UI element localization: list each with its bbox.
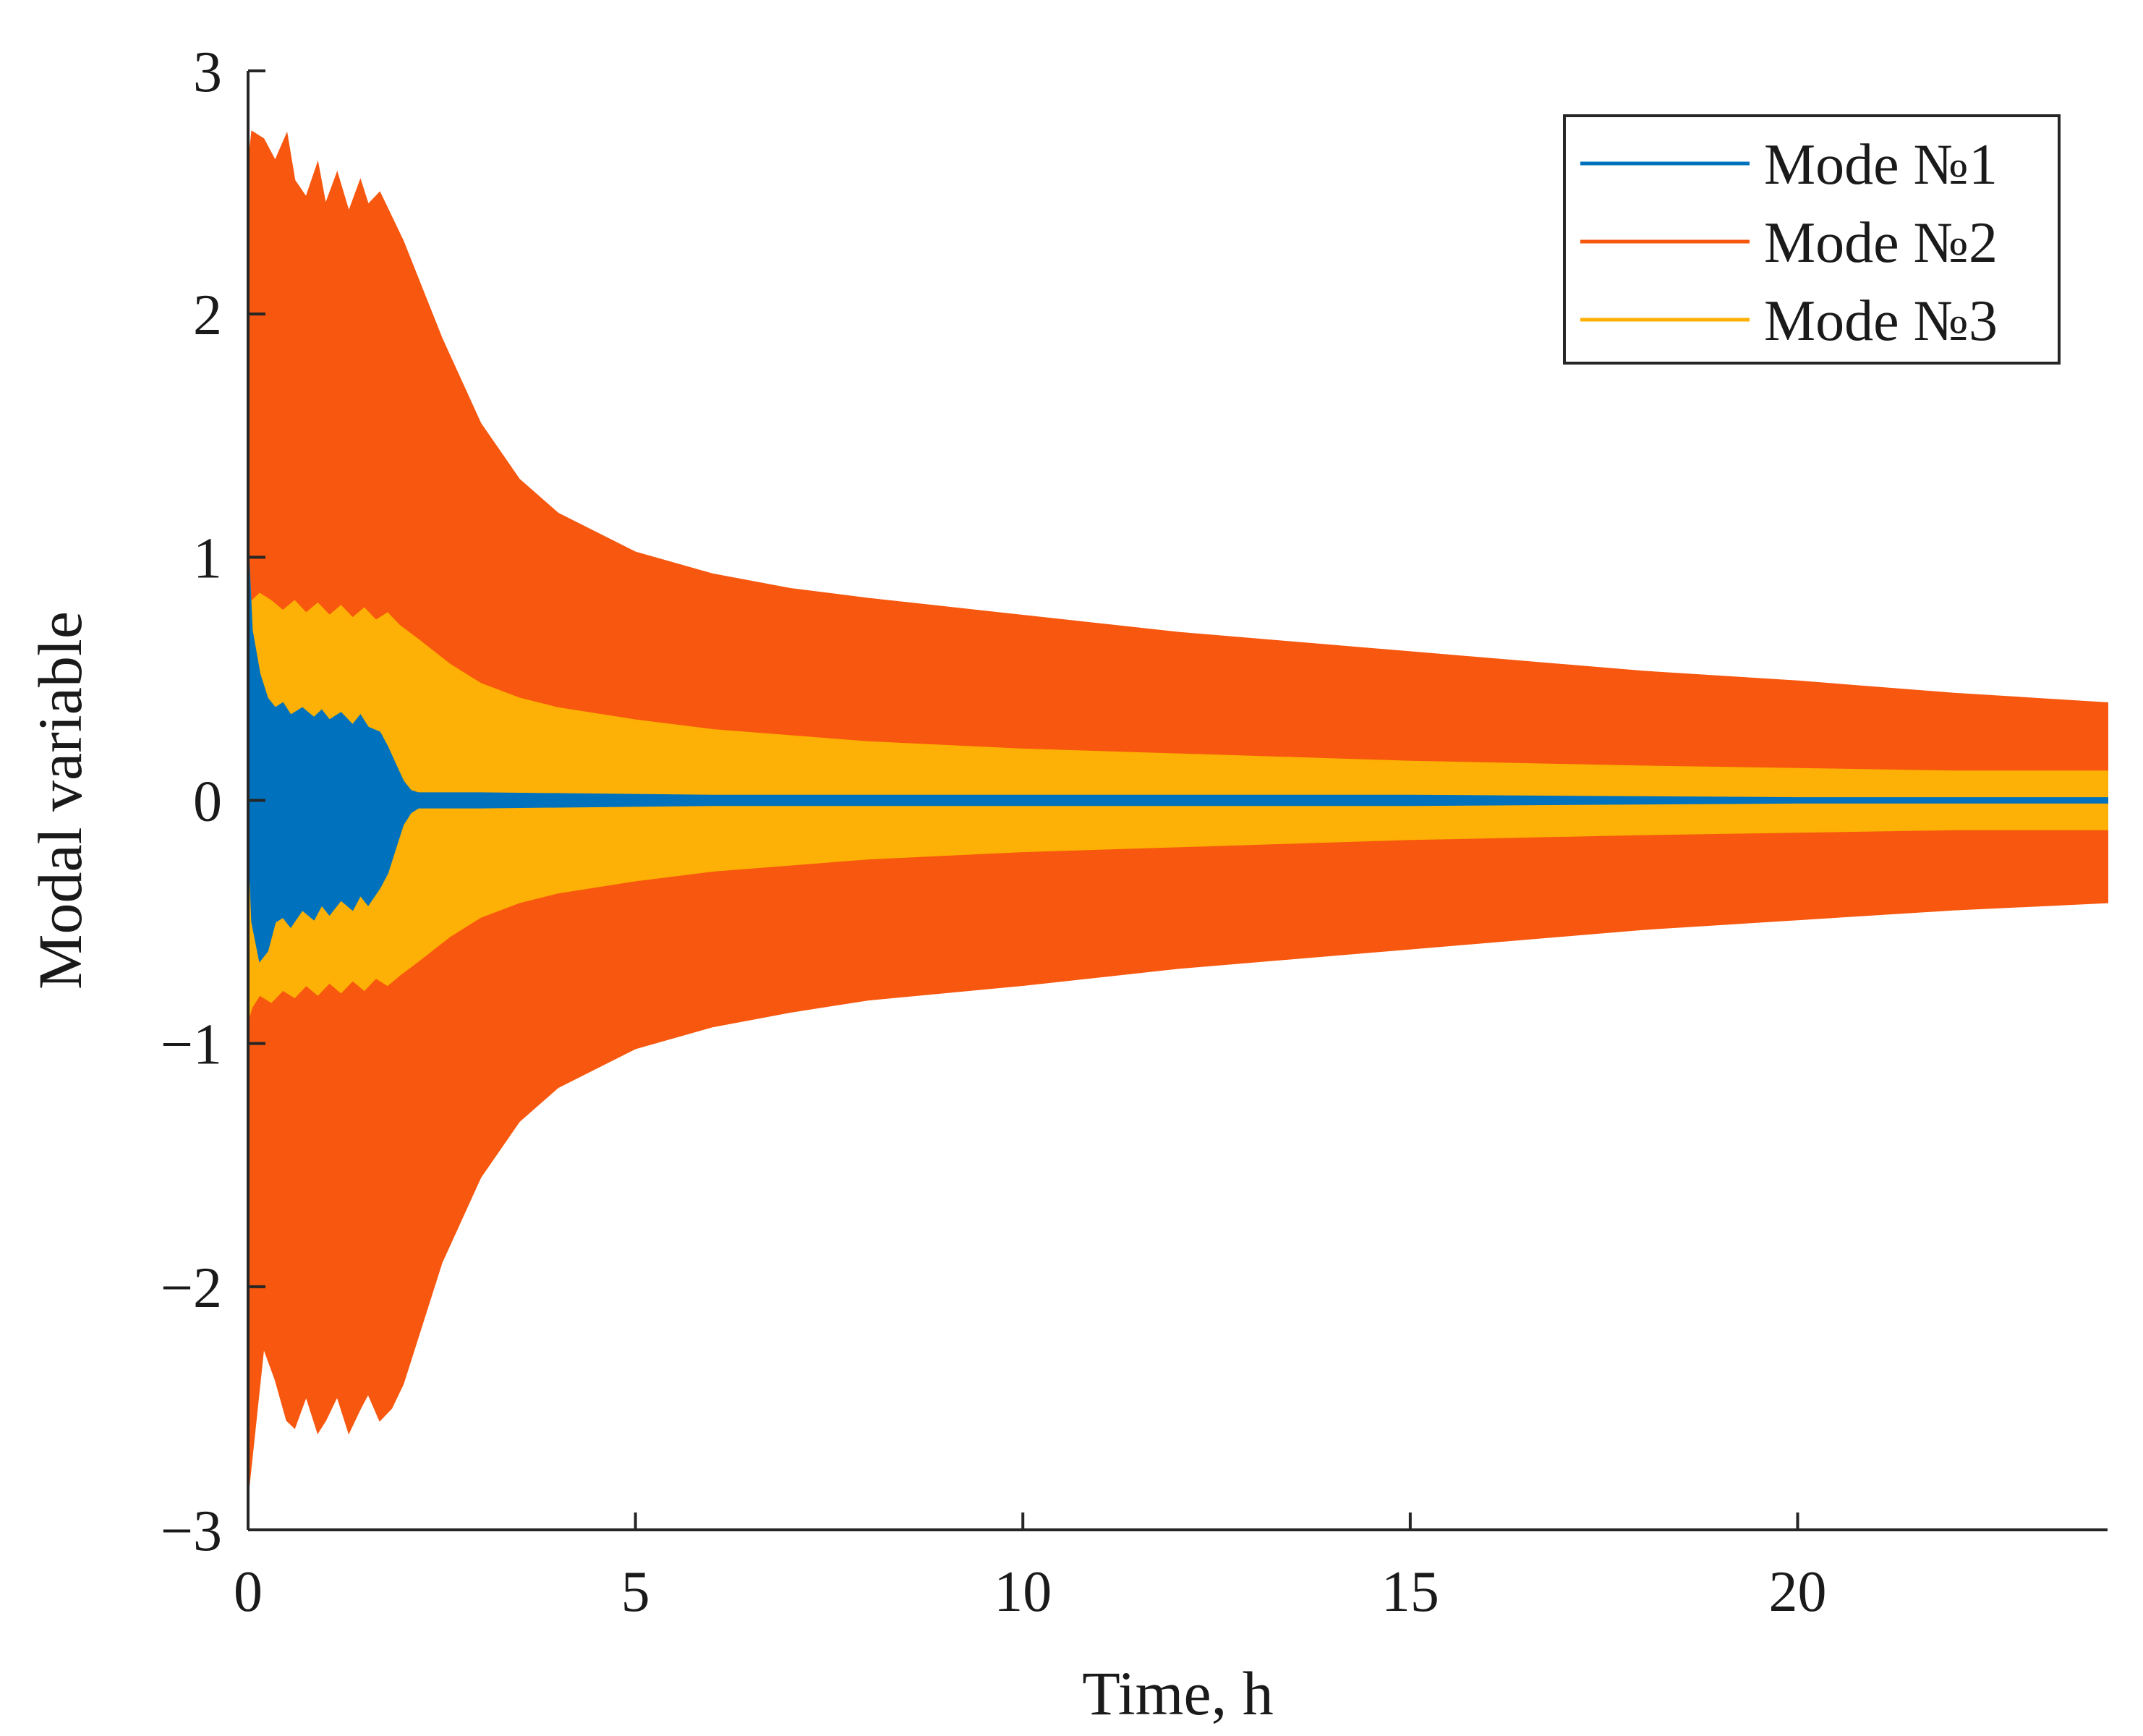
x-axis-label: Time, h	[1082, 1659, 1273, 1728]
axes-layer: 0 5 10 15 20 −3 −2 −1 0 1 2 3	[161, 41, 2108, 1624]
series-layer	[247, 130, 2108, 1494]
legend-label-mode-2: Mode №2	[1764, 211, 1998, 275]
x-tick-label: 20	[1769, 1560, 1827, 1624]
y-tick-label: 3	[193, 41, 222, 104]
x-tick-label: 15	[1381, 1560, 1439, 1624]
y-tick-label: 1	[193, 527, 222, 590]
plot-area: 0 5 10 15 20 −3 −2 −1 0 1 2 3	[161, 41, 2108, 1624]
series-envelope-mode-3	[247, 592, 2108, 1020]
legend-label-mode-1: Mode №1	[1764, 133, 1998, 197]
y-axis-label: Modal variable	[25, 611, 95, 990]
y-tick-label: −1	[161, 1013, 222, 1077]
x-tick-label: 10	[994, 1560, 1052, 1624]
y-tick-label: −2	[161, 1256, 222, 1320]
x-tick-label: 5	[621, 1560, 650, 1624]
legend-box	[1563, 114, 2061, 365]
y-tick-label: 0	[193, 770, 222, 834]
x-tick-label: 0	[234, 1560, 263, 1624]
y-tick-label: 2	[193, 284, 222, 347]
legend-label-mode-3: Mode №3	[1764, 289, 1998, 353]
legend: Mode №1 Mode №2 Mode №3	[1563, 114, 2061, 365]
y-tick-label: −3	[161, 1499, 222, 1563]
